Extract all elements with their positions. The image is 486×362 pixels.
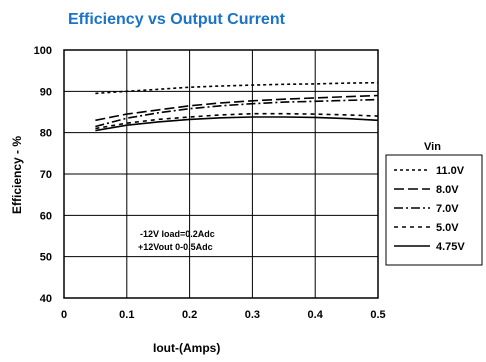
- plot-area: [63, 49, 379, 299]
- series-line-11-0V: [95, 81, 379, 95]
- chart-title: Efficiency vs Output Current: [68, 11, 286, 28]
- legend-label: 5.0V: [436, 222, 459, 234]
- x-tick-label: 0.2: [182, 309, 197, 321]
- series-line-5-0V: [95, 112, 379, 130]
- series-line-4-75V: [95, 116, 379, 132]
- y-tick-label: 60: [40, 210, 52, 222]
- x-tick-label: 0.5: [370, 309, 385, 321]
- y-tick-label: 40: [40, 293, 52, 305]
- legend-title: Vin: [424, 141, 441, 153]
- y-tick-label: 80: [40, 128, 52, 140]
- legend-label: 11.0V: [436, 165, 465, 177]
- legend-box: [385, 154, 483, 266]
- x-tick-label: 0.1: [119, 309, 134, 321]
- annotation-line-2: +12Vout 0-0.5Adc: [138, 242, 213, 252]
- y-axis-label: Efficiency - %: [10, 136, 24, 214]
- y-tick-label: 50: [40, 252, 52, 264]
- series-line-7-0V: [95, 98, 379, 128]
- x-tick-label: 0: [61, 309, 67, 321]
- annotation-line-1: -12V load=0.2Adc: [140, 229, 215, 239]
- grid: [64, 50, 378, 298]
- legend: Vin 11.0V 8.0V 7.0V 5.0V 4.75V: [385, 141, 483, 266]
- y-tick-label: 100: [34, 45, 52, 57]
- series-line-8-0V: [95, 94, 379, 122]
- x-tick-label: 0.4: [308, 309, 324, 321]
- legend-label: 8.0V: [436, 184, 459, 196]
- legend-label: 7.0V: [436, 203, 459, 215]
- axis-ticks: 40 50 60 70 80 90 100 0 0.1 0.2 0.3 0.4 0.5: [34, 45, 386, 321]
- legend-label: 4.75V: [436, 241, 465, 253]
- y-tick-label: 90: [40, 86, 52, 98]
- x-axis-label: Iout-(Amps): [153, 341, 220, 355]
- y-tick-label: 70: [40, 169, 52, 181]
- series-lines: [95, 81, 379, 132]
- x-tick-label: 0.3: [245, 309, 260, 321]
